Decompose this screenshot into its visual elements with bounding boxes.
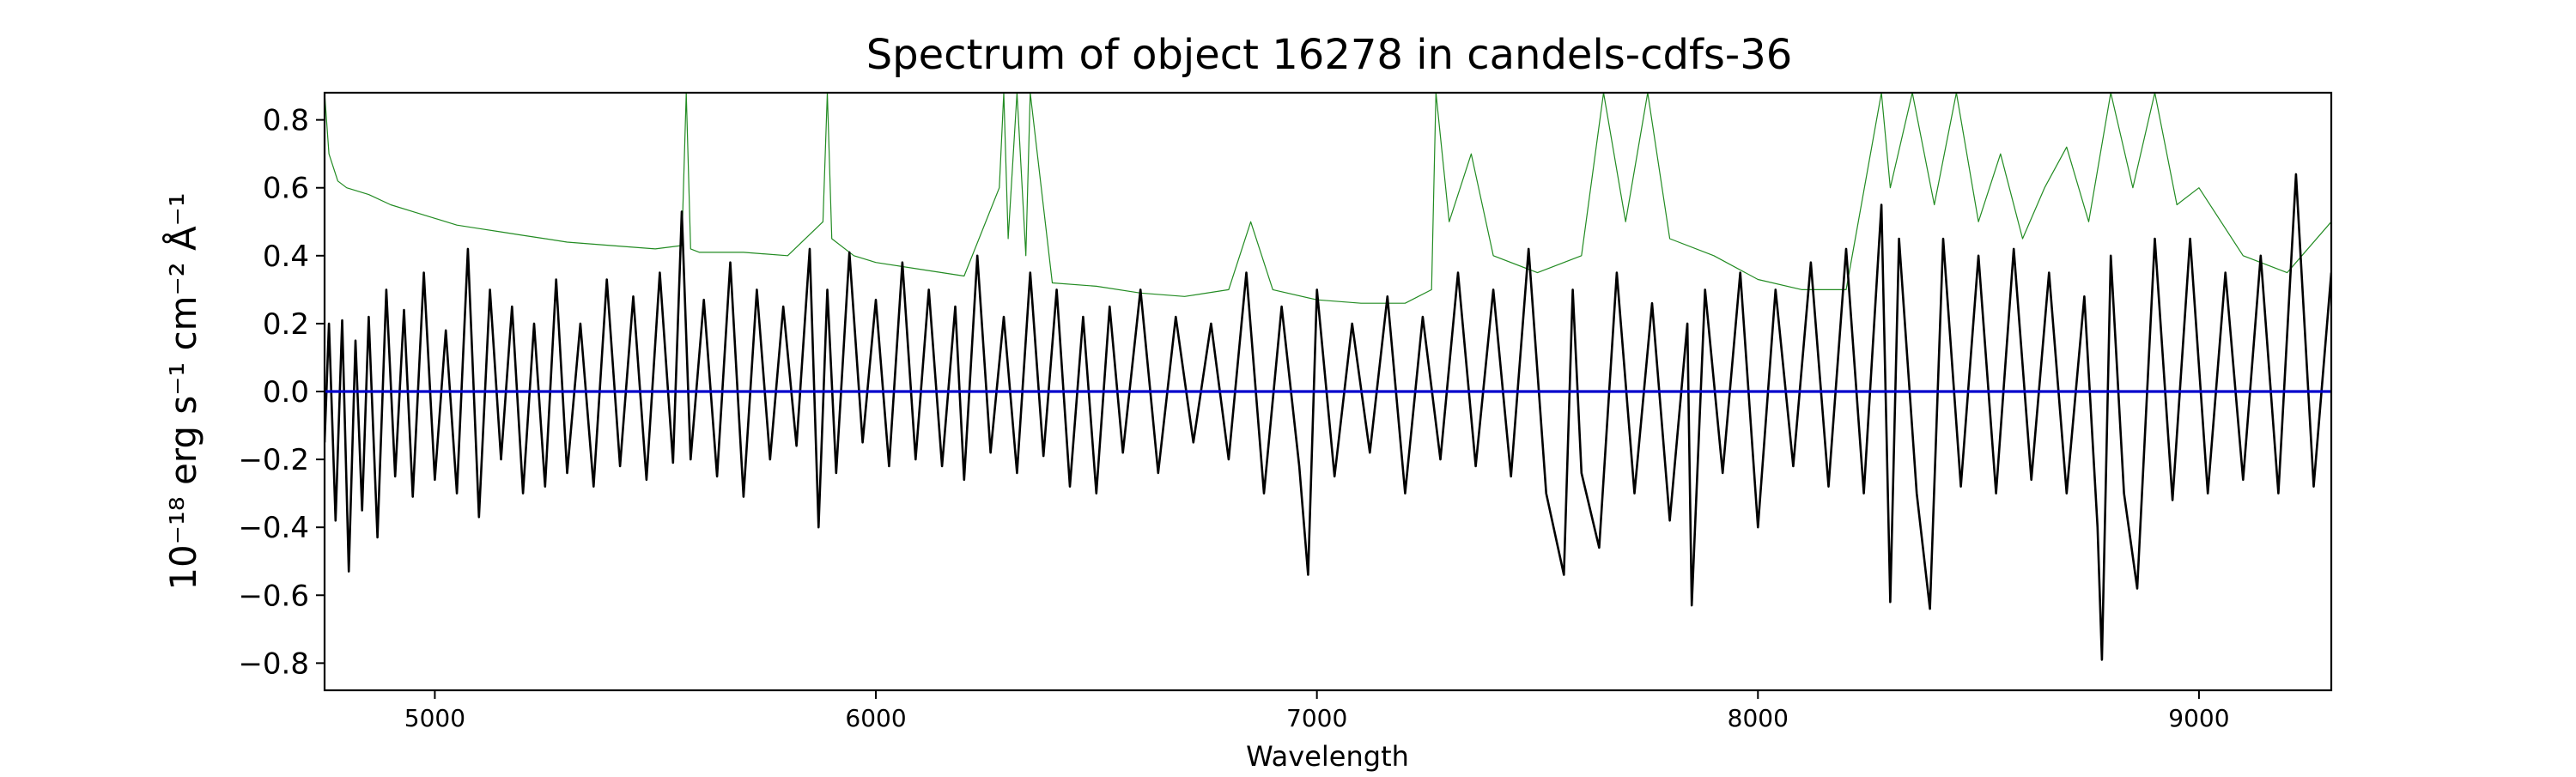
x-tick-label: 7000 xyxy=(1286,704,1347,732)
y-tick-label: 0.6 xyxy=(263,172,309,206)
chart-title: Spectrum of object 16278 in candels-cdfs… xyxy=(866,31,1793,79)
y-tick-label: −0.4 xyxy=(238,511,309,545)
y-tick-label: −0.2 xyxy=(238,443,309,477)
y-tick-label: −0.8 xyxy=(238,646,309,681)
y-axis-label: 10⁻¹⁸ erg s⁻¹ cm⁻² Å⁻¹ xyxy=(161,192,204,590)
flux-series-line xyxy=(325,173,2331,661)
y-tick-label: 0.2 xyxy=(263,307,309,342)
y-tick-label: 0.8 xyxy=(263,104,309,138)
series-layer xyxy=(325,93,2331,661)
x-axis-label: Wavelength xyxy=(1246,740,1409,773)
y-axis: −0.8 −0.6 −0.4 −0.2 0.0 0.2 0.4 0.6 0.8 xyxy=(238,104,325,681)
x-tick-label: 8000 xyxy=(1728,704,1789,732)
x-tick-label: 5000 xyxy=(404,704,465,732)
y-tick-label: 0.0 xyxy=(263,375,309,410)
y-tick-label: −0.6 xyxy=(238,579,309,613)
error-series-line xyxy=(325,93,2331,304)
x-axis: 5000 6000 7000 8000 9000 xyxy=(404,690,2230,732)
x-tick-label: 6000 xyxy=(845,704,906,732)
x-tick-label: 9000 xyxy=(2168,704,2229,732)
y-tick-label: 0.4 xyxy=(263,240,309,274)
